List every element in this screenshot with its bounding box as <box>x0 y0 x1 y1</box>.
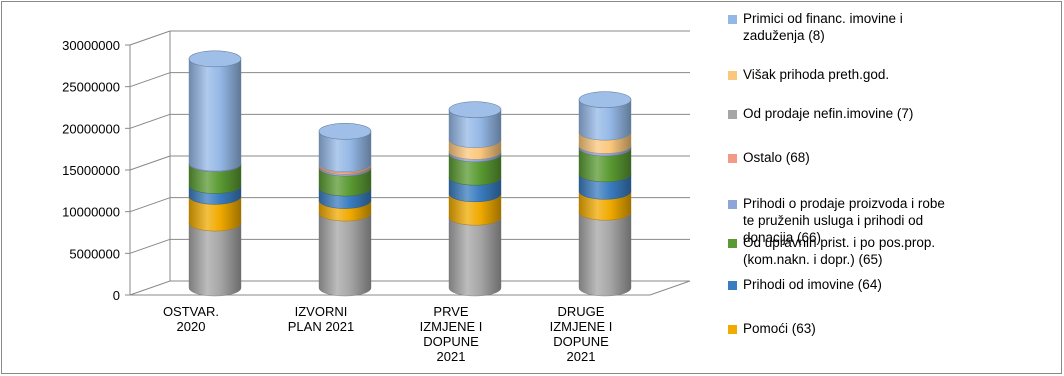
bar-stack <box>578 91 632 297</box>
legend-item: Višak prihoda preth.god. <box>728 66 1061 83</box>
legend-swatch <box>728 325 737 334</box>
y-tick-label: 5000000 <box>69 246 120 261</box>
y-tick-label: 10000000 <box>62 205 120 220</box>
y-tick-label: 0 <box>113 288 120 303</box>
legend-swatch <box>728 200 737 209</box>
legend-label: Pomoći (63) <box>743 321 816 336</box>
bar-top-cap <box>578 91 632 108</box>
legend-swatch <box>728 110 737 119</box>
legend-swatch <box>728 281 737 290</box>
bar-stack <box>188 50 242 297</box>
legend-label: Višak prihoda preth.god. <box>743 67 890 82</box>
x-axis-labels: OSTVAR. 2020 IZVORNI PLAN 2021 PRVE IZMJENE I… <box>163 304 612 364</box>
gridline-depth <box>129 113 171 129</box>
legend-label: Ostalo (68) <box>743 150 810 165</box>
gridline-depth <box>129 197 171 213</box>
legend-label: Od prodaje nefin.imovine (7) <box>743 106 914 121</box>
legend-item: Prihodi od imovine (64) <box>728 276 1061 293</box>
bar-top-cap <box>448 101 502 118</box>
bar-segment <box>188 58 242 172</box>
bar-segment <box>448 217 502 297</box>
legend-label: Prihodi od imovine (64) <box>743 277 882 292</box>
x-tick-label: IZVORNI PLAN 2021 <box>288 304 355 334</box>
bar-segment <box>188 222 242 297</box>
gridline-depth <box>129 155 171 171</box>
gridline-depth <box>129 238 171 254</box>
bar-segment <box>318 212 372 297</box>
legend-swatch <box>728 239 737 248</box>
x-tick-label: DRUGE IZMJENE I DOPUNE 2021 <box>550 304 613 364</box>
y-tick-label: 25000000 <box>62 80 120 95</box>
x-tick-label: PRVE IZMJENE I DOPUNE 2021 <box>420 304 483 364</box>
legend-item: Primici od financ. imovine i zaduženja (… <box>728 10 1061 44</box>
legend-swatch <box>728 71 737 80</box>
gridline-depth <box>129 30 171 46</box>
bar-stack <box>318 123 372 297</box>
legend-swatch <box>728 154 737 163</box>
bar-top-cap <box>318 123 372 140</box>
legend-item: Od upravnih prist. i po pos.prop. (kom.n… <box>728 234 1061 268</box>
bar-top-cap <box>188 50 242 68</box>
y-axis: 30000000 25000000 20000000 15000000 10000000… <box>62 38 131 303</box>
legend-item: Od prodaje nefin.imovine (7) <box>728 105 1061 122</box>
bar-segment <box>578 212 632 297</box>
x-tick-label: OSTVAR. 2020 <box>163 304 219 334</box>
legend-item: Ostalo (68) <box>728 149 1061 166</box>
legend-item: Prihodi o prodaje proizvoda i robe te pr… <box>728 195 1061 246</box>
legend-label: Primici od financ. imovine i zaduženja (… <box>743 11 903 43</box>
stacked-cylinder-chart: 30000000 25000000 20000000 15000000 10000000… <box>62 30 691 364</box>
legend-label: Od upravnih prist. i po pos.prop. (kom.n… <box>743 235 936 267</box>
bars <box>188 50 632 297</box>
legend-label: Prihodi o prodaje proizvoda i robe te pr… <box>743 196 945 245</box>
y-tick-label: 15000000 <box>62 163 120 178</box>
legend-swatch <box>728 15 737 24</box>
gridline-depth <box>129 72 171 88</box>
y-tick-label: 30000000 <box>62 38 120 53</box>
bar-stack <box>448 101 502 297</box>
legend-item: Pomoći (63) <box>728 320 1061 337</box>
y-tick-label: 20000000 <box>62 121 120 136</box>
